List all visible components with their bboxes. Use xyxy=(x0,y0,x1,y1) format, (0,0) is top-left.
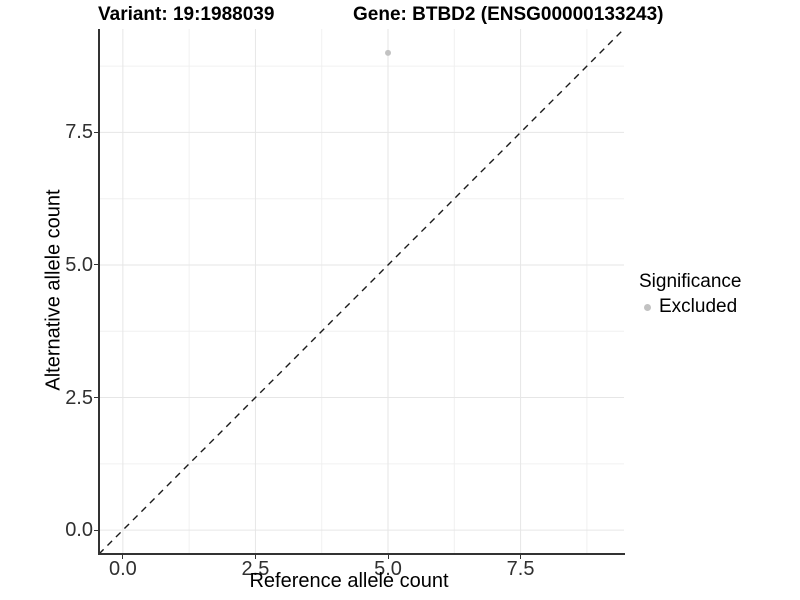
y-tick-mark xyxy=(94,131,98,133)
legend-point-icon xyxy=(644,303,651,311)
y-tick-mark xyxy=(94,397,98,399)
x-tick-mark xyxy=(387,555,389,559)
x-axis-title: Reference allele count xyxy=(249,570,449,592)
x-tick-mark xyxy=(520,555,522,559)
x-tick-label: 2.5 xyxy=(241,558,270,580)
x-tick-mark xyxy=(122,555,124,559)
x-tick-label: 7.5 xyxy=(506,558,535,580)
y-axis-line xyxy=(98,29,100,555)
y-axis-title: Alternative allele count xyxy=(42,189,65,391)
y-tick-mark xyxy=(94,529,98,531)
y-tick-label: 5.0 xyxy=(65,253,93,276)
legend-item-excluded: Excluded xyxy=(639,296,741,318)
x-tick-mark xyxy=(254,555,256,559)
y-tick-mark xyxy=(94,264,98,266)
x-axis-line xyxy=(98,553,625,555)
legend-item-label: Excluded xyxy=(659,296,738,317)
gene-title: Gene: BTBD2 (ENSG00000133243) xyxy=(353,4,664,25)
x-tick-label: 5.0 xyxy=(374,558,402,580)
plot-panel xyxy=(99,29,624,554)
data-point-excluded xyxy=(385,49,392,56)
variant-title: Variant: 19:1988039 xyxy=(98,4,275,25)
x-tick-label: 0.0 xyxy=(108,558,137,580)
legend-title: Significance xyxy=(639,271,742,292)
y-tick-label: 0.0 xyxy=(65,519,93,542)
identity-line xyxy=(99,29,624,554)
legend: Significance Excluded xyxy=(639,271,741,318)
y-tick-label: 7.5 xyxy=(65,121,93,144)
y-tick-label: 2.5 xyxy=(65,386,93,409)
